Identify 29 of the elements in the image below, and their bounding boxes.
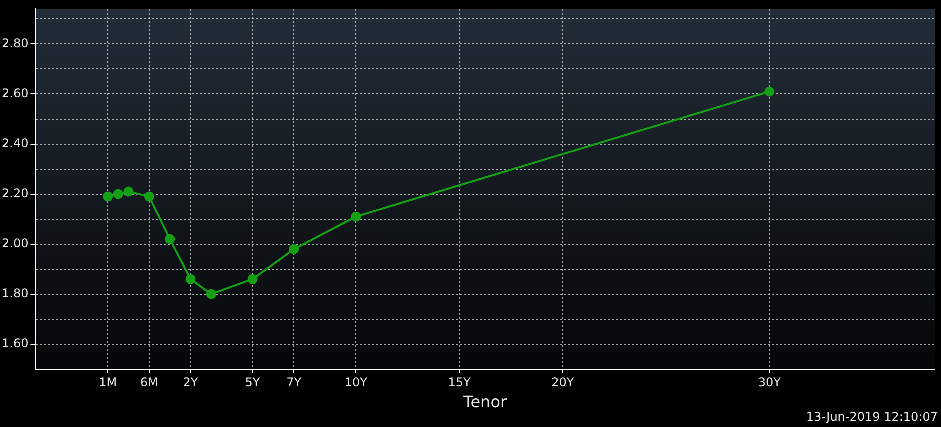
y-tick-label: 2.20 — [2, 186, 29, 200]
x-tick-label: 15Y — [448, 376, 472, 390]
point — [351, 212, 362, 222]
point — [103, 192, 114, 202]
point — [206, 289, 216, 300]
x-tick-label: 20Y — [552, 376, 575, 390]
point — [289, 244, 300, 254]
y-tick-label: 1.80 — [2, 286, 29, 300]
point — [764, 86, 775, 97]
x-tick-label: 10Y — [344, 376, 368, 390]
point — [165, 234, 176, 244]
point — [186, 274, 196, 284]
y-tick-label: 2.40 — [2, 136, 29, 150]
x-tick-label: 1M — [99, 376, 118, 390]
y-tick-label: 2.60 — [2, 86, 29, 100]
x-tick-label: 30Y — [758, 376, 782, 390]
y-tick-label: 1.60 — [2, 336, 29, 351]
point — [113, 189, 124, 200]
point — [124, 186, 134, 197]
y-tick-label: 2.80 — [2, 36, 29, 50]
x-tick-label: 7Y — [286, 376, 302, 390]
x-tick-label: 5Y — [245, 376, 261, 390]
y-tick-label: 2.00 — [2, 236, 29, 250]
text: 13-Jun-2019 12:10:07 — [806, 410, 938, 424]
point — [248, 274, 258, 284]
point — [144, 192, 154, 202]
x-tick-label: 2Y — [183, 376, 199, 390]
x-tick-label: 6M — [140, 376, 158, 390]
x-axis-title: Tenor — [462, 392, 508, 412]
